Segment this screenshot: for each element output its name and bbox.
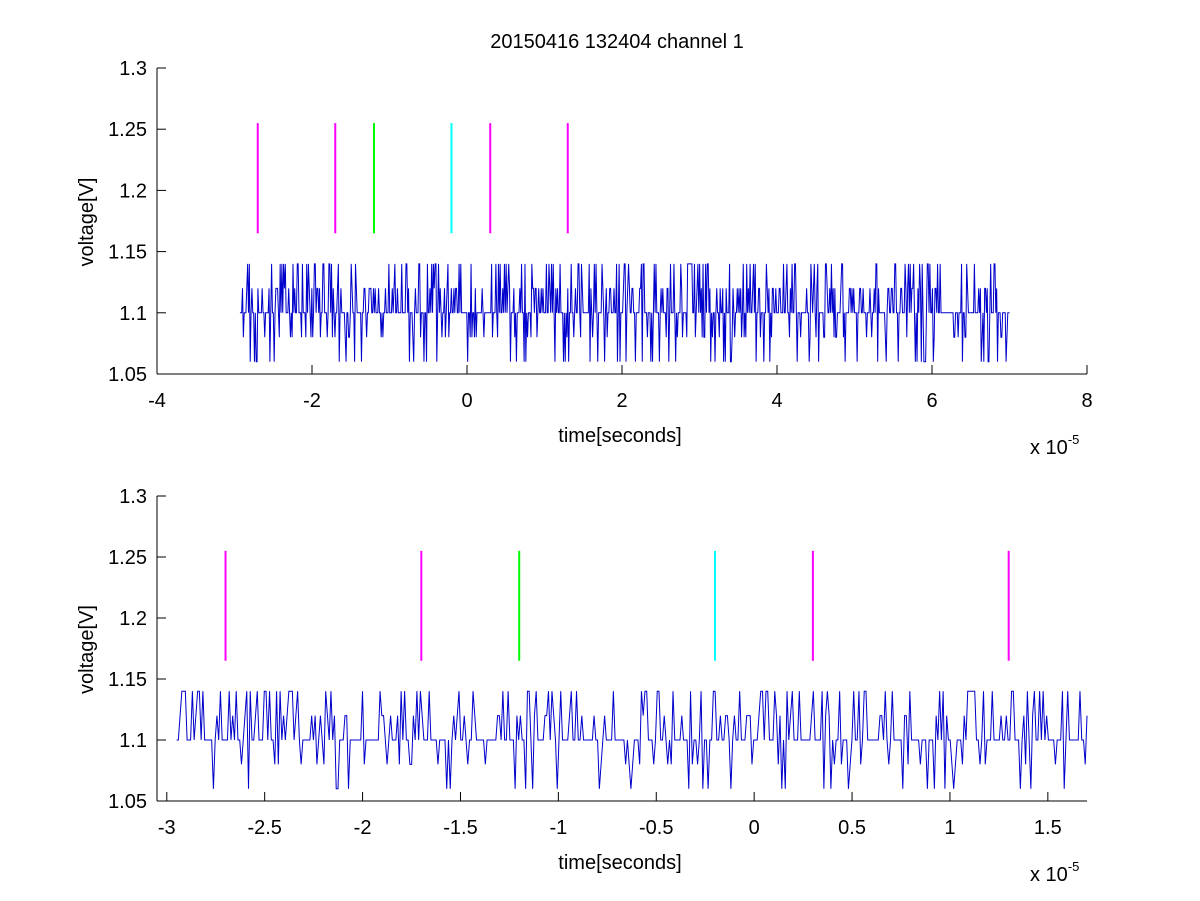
- y-tick-label: 1.25: [108, 119, 147, 141]
- x-axis-exponent: -5: [1068, 859, 1080, 874]
- x-tick-label: 2: [616, 390, 627, 412]
- figure-title: 20150416 132404 channel 1: [490, 31, 744, 53]
- y-tick-label: 1.3: [119, 58, 147, 80]
- y-tick-label: 1.2: [119, 608, 147, 630]
- x-axis-label: time[seconds]: [558, 425, 681, 447]
- y-tick-label: 1.3: [119, 486, 147, 508]
- x-tick-label: 4: [771, 390, 782, 412]
- x-tick-label: 0.5: [838, 817, 866, 839]
- y-tick-label: 1.15: [108, 669, 147, 691]
- x-axis-exponent: -5: [1068, 432, 1080, 447]
- x-tick-label: 0: [461, 390, 472, 412]
- x-tick-label: 8: [1081, 390, 1092, 412]
- x-tick-label: 0: [749, 817, 760, 839]
- x-tick-label: 1: [944, 817, 955, 839]
- voltage-trace: [239, 263, 1010, 363]
- y-tick-label: 1.15: [108, 242, 147, 264]
- x-tick-label: -2.5: [247, 817, 281, 839]
- x-axis-label: time[seconds]: [558, 852, 681, 874]
- x-tick-label: -4: [148, 390, 166, 412]
- voltage-trace: [176, 690, 1088, 790]
- y-tick-label: 1.1: [119, 730, 147, 752]
- y-tick-label: 1.25: [108, 547, 147, 569]
- x-tick-label: -0.5: [639, 817, 673, 839]
- x-tick-label: 6: [926, 390, 937, 412]
- x-tick-label: -1.5: [443, 817, 477, 839]
- top-subplot: 1.05 1.1 1.15 1.2 1.25 1.3 -4 -2 0 2 4 6 8 time[secon…: [76, 58, 1093, 459]
- y-tick-label: 1.1: [119, 303, 147, 325]
- y-tick-label: 1.05: [108, 364, 147, 386]
- x-tick-label: -1: [549, 817, 567, 839]
- x-tick-label: -3: [158, 817, 176, 839]
- y-tick-label: 1.2: [119, 180, 147, 202]
- y-axis-label: voltage[V]: [76, 605, 98, 694]
- x-tick-label: -2: [303, 390, 321, 412]
- x-tick-label: 1.5: [1034, 817, 1062, 839]
- y-tick-label: 1.05: [108, 791, 147, 813]
- x-tick-label: -2: [354, 817, 372, 839]
- y-axis-label: voltage[V]: [76, 178, 98, 267]
